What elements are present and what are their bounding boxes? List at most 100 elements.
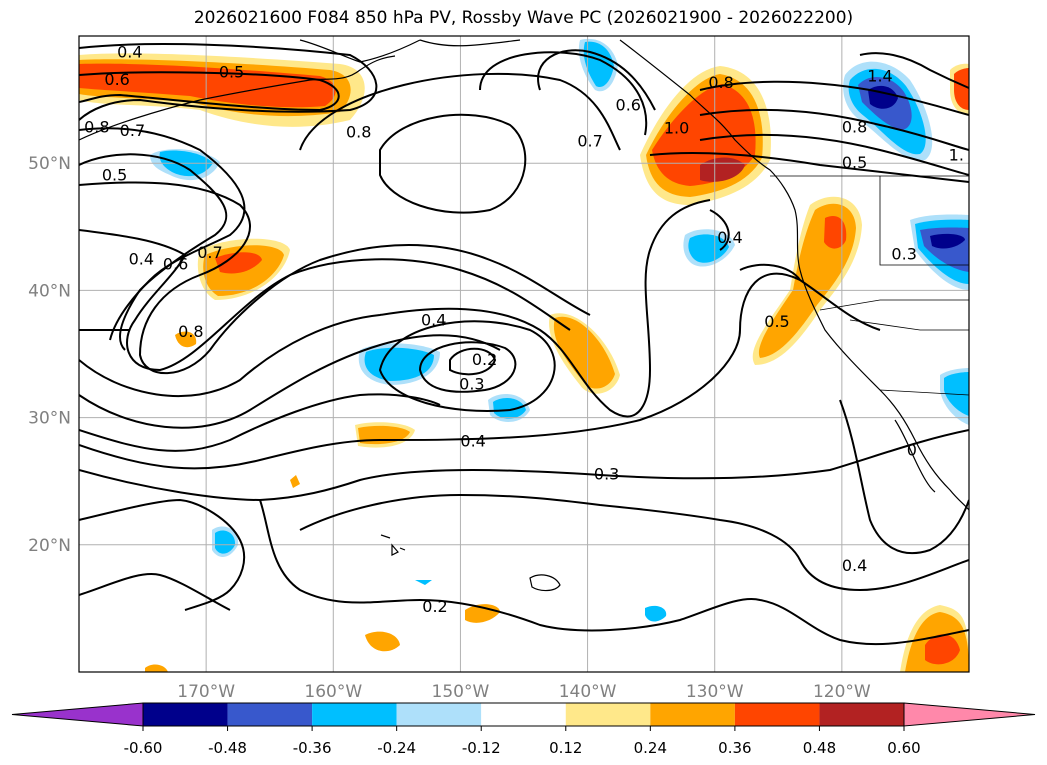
contour-line [299,72,621,151]
aleutian-islands [79,55,396,141]
contour-line [79,229,571,372]
pv-anomaly-positive [215,252,262,274]
contour-line [79,498,246,611]
contour-labels: 0.40.6 0.50.8 0.7 0.8 0.70.60.81.0 0.80.51.41… [84,42,964,616]
lat-tick-label: 20°N [28,536,71,556]
contour-line [79,181,591,375]
contour-label: 0.3 [459,374,484,393]
contour-line [699,133,969,176]
contour-line [699,80,969,116]
contour-line [79,334,501,429]
contour-label: 0.4 [421,311,446,330]
colorbar-tick-label: -0.60 [124,739,163,757]
lat-tick-label: 40°N [28,281,71,301]
colorbar: -0.60 -0.48 -0.36 -0.24 -0.12 0.12 0.24 0.36 0.4… [11,702,1036,757]
contour-line [79,199,711,418]
contour-line [79,153,228,351]
pv-anomaly-positive [290,475,300,488]
state-border [819,299,969,311]
map-background [79,36,969,672]
contour-label: 0.4 [842,556,867,575]
pv-anomaly-negative [415,580,432,585]
colorbar-segment [819,703,904,726]
baja-california [894,419,936,493]
colorbar-segment [481,703,566,726]
contour-label: 0.8 [708,73,733,92]
contour-label: 0.8 [178,322,203,341]
map-frame [78,35,970,673]
contour-line [378,320,556,412]
contour-label: 0.7 [197,243,222,262]
colorbar-tick-label: 0.24 [634,739,667,757]
colorbar-tick-label: -0.48 [208,739,247,757]
colorbar-under-arrow [11,702,144,727]
lon-tick-label: 130°W [686,682,744,702]
lon-tick-label: 170°W [177,682,235,702]
colorbar-segment [312,703,397,726]
contour-label: 0.5 [102,166,127,185]
colorbar-tick-label: -0.36 [293,739,332,757]
contour-line [259,499,969,646]
contour-line [839,399,969,555]
hawaii-islands [380,534,406,556]
contour-line [859,52,969,89]
contour-label: 0.2 [472,350,497,369]
contour-label: 0.3 [891,245,916,264]
contour-label: 0.4 [129,250,154,269]
longitude-ticks: 170°W 160°W 150°W 140°W 130°W 120°W [177,682,871,702]
colorbar-tick-label: -0.24 [377,739,416,757]
contour-label: 0.5 [764,312,789,331]
us-mexico-border [879,389,969,396]
contour-line [709,209,801,281]
pv-anomaly-negative [930,233,965,249]
lat-tick-label: 50°N [28,154,71,174]
colorbar-segment [565,703,651,726]
colorbar-segment [143,703,228,726]
contour-label: 0.4 [117,42,142,61]
contour-label: 0.3 [594,465,619,484]
lon-tick-label: 160°W [304,682,362,702]
pv-anomaly-negative [493,398,526,419]
contour-label: 0.2 [422,597,447,616]
colorbar-tick-label: 0.60 [887,739,920,757]
contour-line [79,573,231,611]
contour-line [649,152,969,183]
latitude-ticks: 20°N 30°N 40°N 50°N [28,154,71,556]
contour-label: 0.8 [842,117,867,136]
north-america-coastline [619,39,969,511]
colorbar-tick-label: 0.48 [803,739,836,757]
colorbar-segment [227,703,313,726]
contour-label: 0.6 [104,70,129,89]
contour-line [479,51,648,136]
colorbar-frame [142,702,905,727]
colorbar-tick-label: -0.12 [462,739,501,757]
colorbar-segment [734,703,820,726]
contour-label: 1. [949,145,964,164]
pv-anomaly-negative [688,234,729,263]
alaska-south-coast [419,39,521,47]
state-border [879,176,969,266]
colorbar-tick-label: 0.12 [549,739,582,757]
pv-anomaly-positive [553,316,615,389]
colorbar-segment [396,703,482,726]
state-border [849,319,969,331]
contour-label: 0.7 [120,121,145,140]
pv-anomaly-positive [954,68,969,110]
contour-line [418,341,517,393]
coastlines [79,39,969,592]
colorbar-tick-label: 0.36 [718,739,751,757]
contour-line [449,347,497,376]
lon-tick-label: 120°W [813,682,871,702]
contour-label: 0.6 [163,255,188,274]
pv-contours [79,43,969,646]
lat-tick-label: 30°N [28,409,71,429]
pv-anomaly-negative [645,605,667,622]
contour-line [537,49,656,111]
contour-line [699,108,969,151]
figure-title: 2026021600 F084 850 hPa PV, Rossby Wave … [193,8,854,28]
contour-line [379,113,527,214]
pv-anomaly-positive [145,664,168,672]
contour-label: 0.6 [616,96,641,115]
